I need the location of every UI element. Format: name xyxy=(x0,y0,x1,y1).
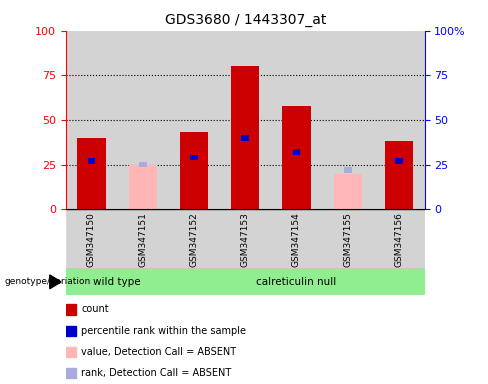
Bar xyxy=(168,209,220,269)
Text: GSM347154: GSM347154 xyxy=(292,212,301,267)
Bar xyxy=(292,149,301,155)
Text: GSM347153: GSM347153 xyxy=(241,212,250,267)
FancyBboxPatch shape xyxy=(66,269,168,295)
Bar xyxy=(220,31,271,209)
FancyBboxPatch shape xyxy=(168,269,425,295)
Bar xyxy=(129,165,157,209)
Bar xyxy=(66,368,76,379)
Bar xyxy=(66,31,117,209)
Bar xyxy=(66,347,76,357)
Bar xyxy=(66,304,76,314)
Bar xyxy=(66,326,76,336)
Bar xyxy=(271,209,322,269)
Bar xyxy=(220,209,271,269)
Text: count: count xyxy=(81,305,109,314)
Bar xyxy=(322,209,373,269)
Text: calreticulin null: calreticulin null xyxy=(256,277,337,287)
Bar xyxy=(78,138,105,209)
Bar xyxy=(283,106,310,209)
Text: wild type: wild type xyxy=(93,277,141,287)
Bar xyxy=(373,209,425,269)
Bar xyxy=(87,158,96,164)
Bar xyxy=(180,132,208,209)
Bar xyxy=(168,31,220,209)
Bar xyxy=(241,135,249,141)
Bar xyxy=(190,155,198,160)
Text: GSM347152: GSM347152 xyxy=(189,212,199,267)
Bar xyxy=(373,31,425,209)
Bar xyxy=(271,31,322,209)
Bar xyxy=(395,158,403,164)
Bar xyxy=(231,66,259,209)
Bar xyxy=(117,209,168,269)
Text: genotype/variation: genotype/variation xyxy=(5,277,91,286)
Text: GSM347156: GSM347156 xyxy=(394,212,404,267)
Bar xyxy=(385,141,413,209)
Title: GDS3680 / 1443307_at: GDS3680 / 1443307_at xyxy=(164,13,326,27)
Bar xyxy=(344,167,352,173)
Text: GSM347150: GSM347150 xyxy=(87,212,96,267)
Bar xyxy=(334,174,362,209)
Bar xyxy=(117,31,168,209)
Bar xyxy=(322,31,373,209)
Text: value, Detection Call = ABSENT: value, Detection Call = ABSENT xyxy=(81,347,236,357)
Bar xyxy=(139,162,147,167)
Text: percentile rank within the sample: percentile rank within the sample xyxy=(81,326,246,336)
Text: GSM347151: GSM347151 xyxy=(138,212,147,267)
Polygon shape xyxy=(50,275,61,289)
Text: GSM347155: GSM347155 xyxy=(343,212,352,267)
Bar xyxy=(66,209,117,269)
Text: rank, Detection Call = ABSENT: rank, Detection Call = ABSENT xyxy=(81,368,231,378)
